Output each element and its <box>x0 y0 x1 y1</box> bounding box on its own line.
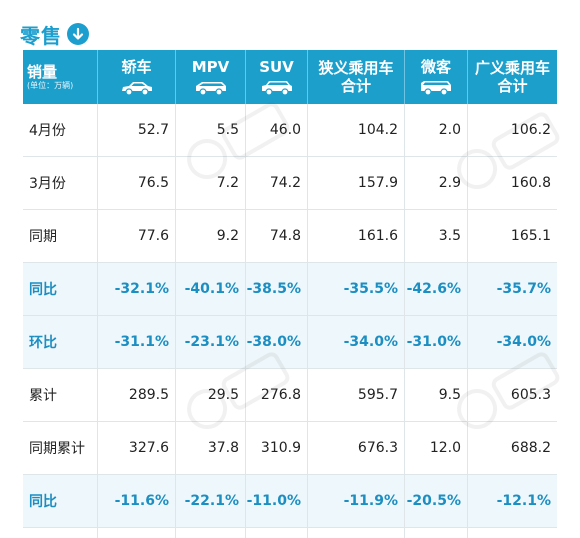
row-label: 同期累计 <box>23 422 98 474</box>
header-cell-narrow-total: 狭义乘用车 合计 <box>308 50 405 104</box>
row-label: 环比 <box>23 316 98 368</box>
header-microvan-label: 微客 <box>420 58 451 76</box>
table-cell: -22.1% <box>176 475 246 527</box>
table-cell: 106.2 <box>510 122 551 138</box>
row-label: 4月份 <box>23 104 98 156</box>
tail-cell <box>98 528 176 538</box>
table-cell: -38.0% <box>246 316 308 368</box>
table-cell: -38.5% <box>246 263 308 315</box>
table-row: 3月份 76.5 7.2 74.2 157.9 2.9 160.8 <box>23 157 557 210</box>
table-cell: -11.9% <box>308 475 405 527</box>
table-cell: 276.8 <box>246 369 308 421</box>
row-label: 同期 <box>23 210 98 262</box>
table-cell: 595.7 <box>308 369 405 421</box>
header-cell-sedan: 轿车 <box>98 50 176 104</box>
sales-table: 销量 (单位：万辆) 轿车 MPV SUV <box>23 50 557 538</box>
table-body: 4月份 52.7 5.5 46.0 104.2 2.0 106.2 3月份 76.5 7.2 74.… <box>23 104 557 528</box>
table-cell: 160.8 <box>510 175 551 191</box>
table-row: 同比 -32.1% -40.1% -38.5% -35.5% -42.6% -35.7% <box>23 263 557 316</box>
table-cell: 7.2 <box>176 157 246 209</box>
table-row: 4月份 52.7 5.5 46.0 104.2 2.0 106.2 <box>23 104 557 157</box>
table-cell: 74.2 <box>246 157 308 209</box>
tail-cell <box>23 528 98 538</box>
header-cell-suv: SUV <box>246 50 308 104</box>
table-cell: -40.1% <box>176 263 246 315</box>
table-cell: 161.6 <box>308 210 405 262</box>
header-volume-label: 销量 <box>27 63 58 81</box>
header-cell-microvan: 微客 <box>405 50 468 104</box>
microvan-icon <box>421 81 451 96</box>
table-cell: 157.9 <box>308 157 405 209</box>
tail-cell <box>176 528 246 538</box>
table-cell: 3.5 <box>405 210 468 262</box>
table-cell: 76.5 <box>98 157 176 209</box>
row-label: 累计 <box>23 369 98 421</box>
row-label: 同比 <box>23 475 98 527</box>
section-title-bar: 零售 <box>20 18 89 50</box>
tail-cell <box>468 528 557 538</box>
header-narrow-total-line1: 狭义乘用车 <box>318 59 394 77</box>
table-cell: 37.8 <box>176 422 246 474</box>
header-broad-total-line2: 合计 <box>497 77 528 95</box>
header-broad-total-line1: 广义乘用车 <box>474 59 550 77</box>
header-mpv-label: MPV <box>191 58 230 76</box>
table-cell: 12.0 <box>405 422 468 474</box>
table-cell: 327.6 <box>98 422 176 474</box>
table-cell: 77.6 <box>98 210 176 262</box>
table-cell: 605.3 <box>510 387 551 403</box>
table-cell: -32.1% <box>98 263 176 315</box>
table-cell: 104.2 <box>308 104 405 156</box>
table-cell: 310.9 <box>246 422 308 474</box>
header-sedan-label: 轿车 <box>121 58 152 76</box>
header-narrow-total-line2: 合计 <box>340 77 371 95</box>
header-cell-mpv: MPV <box>176 50 246 104</box>
table-row: 环比 -31.1% -23.1% -38.0% -34.0% -31.0% -34.0% <box>23 316 557 369</box>
table-cell: 2.0 <box>405 104 468 156</box>
table-cell: -11.0% <box>246 475 308 527</box>
table-cell: -12.1% <box>496 493 551 509</box>
table-cell: -23.1% <box>176 316 246 368</box>
row-label: 同比 <box>23 263 98 315</box>
table-cell: -31.1% <box>98 316 176 368</box>
table-cell: -11.6% <box>98 475 176 527</box>
tail-cell <box>308 528 405 538</box>
table-cell: 52.7 <box>98 104 176 156</box>
table-cell: 165.1 <box>510 228 551 244</box>
table-cell: -34.0% <box>308 316 405 368</box>
header-cell-broad-total: 广义乘用车 合计 <box>468 50 557 104</box>
table-cell: 74.8 <box>246 210 308 262</box>
tail-cell <box>246 528 308 538</box>
table-row: 同比 -11.6% -22.1% -11.0% -11.9% -20.5% -12.1% <box>23 475 557 528</box>
header-suv-label: SUV <box>259 58 294 76</box>
table-cell: 9.5 <box>405 369 468 421</box>
header-unit-label: (单位：万辆) <box>27 81 74 90</box>
sedan-icon <box>121 82 152 96</box>
table-cell: 29.5 <box>176 369 246 421</box>
table-row: 同期 77.6 9.2 74.8 161.6 3.5 165.1 <box>23 210 557 263</box>
table-cell: 2.9 <box>405 157 468 209</box>
table-cell: 46.0 <box>246 104 308 156</box>
row-label: 3月份 <box>23 157 98 209</box>
table-cell: -42.6% <box>405 263 468 315</box>
mpv-icon <box>195 82 226 96</box>
table-tail-row <box>23 528 557 538</box>
table-cell: -35.5% <box>308 263 405 315</box>
arrow-down-circle-icon[interactable] <box>67 23 89 45</box>
table-row: 累计 289.5 29.5 276.8 595.7 9.5 605.3 <box>23 369 557 422</box>
table-row: 同期累计 327.6 37.8 310.9 676.3 12.0 688.2 <box>23 422 557 475</box>
table-cell: -31.0% <box>405 316 468 368</box>
header-cell-volume: 销量 (单位：万辆) <box>23 50 98 104</box>
table-header-row: 销量 (单位：万辆) 轿车 MPV SUV <box>23 50 557 104</box>
tail-cell <box>405 528 468 538</box>
table-cell: 5.5 <box>176 104 246 156</box>
table-cell: 289.5 <box>98 369 176 421</box>
table-cell: -20.5% <box>405 475 468 527</box>
page-title: 零售 <box>20 23 62 48</box>
table-cell: 688.2 <box>510 440 551 456</box>
table-cell: -35.7% <box>496 281 551 297</box>
suv-icon <box>261 81 292 96</box>
table-cell: 676.3 <box>308 422 405 474</box>
table-cell: 9.2 <box>176 210 246 262</box>
table-cell: -34.0% <box>496 334 551 350</box>
